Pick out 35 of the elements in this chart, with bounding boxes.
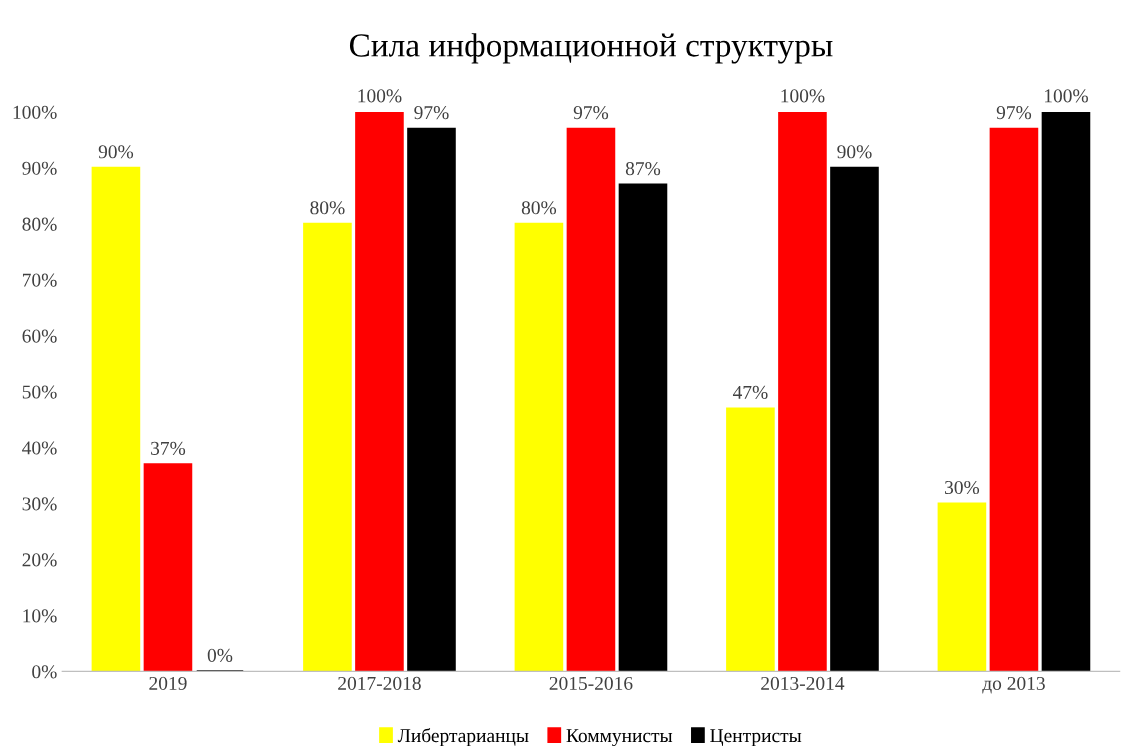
x-tick-label: 2013-2014 (761, 676, 845, 690)
data-label: 100% (1045, 89, 1088, 103)
data-label: 100% (781, 89, 825, 103)
y-tick-label: 10% (23, 609, 57, 623)
data-label: 97% (996, 106, 1032, 120)
data-label: 47% (732, 385, 768, 399)
legend-label: Коммунисты (566, 729, 673, 746)
y-tick-label: 100% (13, 105, 57, 119)
data-label: 90% (98, 145, 134, 159)
data-label: 97% (414, 106, 449, 120)
y-tick-label: 70% (22, 273, 57, 287)
y-tick-label: 60% (22, 329, 57, 343)
data-label: 80% (310, 201, 345, 215)
data-label: 97% (573, 106, 609, 120)
y-tick-label: 30% (22, 497, 57, 511)
data-label: 100% (358, 89, 402, 103)
legend-label: Центристы (710, 729, 802, 746)
data-label: 0% (207, 648, 233, 662)
data-label: 87% (625, 162, 661, 176)
x-tick-label: 2015-2016 (549, 676, 633, 690)
x-tick-label: 2017-2018 (338, 676, 421, 690)
x-tick-label: до 2013 (982, 676, 1045, 694)
legend-label: Либертарианцы (397, 728, 529, 746)
chart-title: Сила информационной структуры (349, 33, 833, 64)
y-tick-label: 20% (22, 553, 57, 567)
y-tick-label: 40% (22, 441, 57, 455)
data-label: 30% (945, 480, 980, 495)
y-tick-label: 80% (22, 217, 57, 231)
y-tick-label: 50% (22, 385, 57, 399)
data-label: 90% (837, 145, 872, 159)
y-tick-label: 90% (22, 161, 57, 175)
data-label: 80% (521, 201, 557, 215)
data-label: 37% (151, 441, 186, 455)
y-tick-label: 0% (32, 665, 57, 679)
x-tick-label: 2019 (149, 676, 187, 690)
